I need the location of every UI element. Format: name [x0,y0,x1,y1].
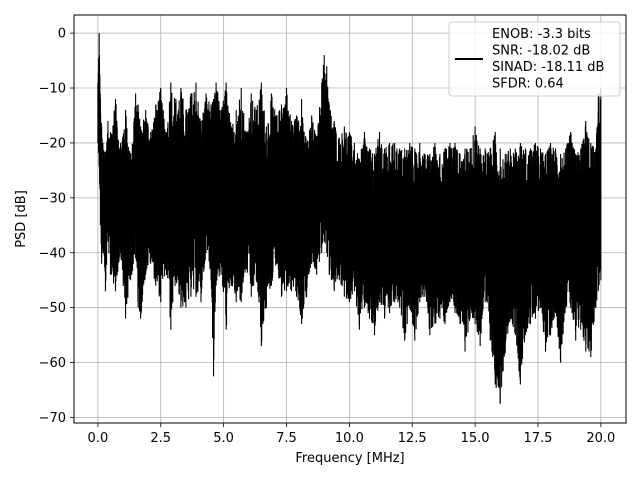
x-tick-label: 10.0 [335,431,364,446]
y-tick-label: −60 [39,356,66,371]
x-tick-label: 5.0 [213,431,234,446]
plot-frame [73,14,627,424]
x-tick-label: 0.0 [88,431,109,446]
x-tick-label: 15.0 [461,431,490,446]
y-tick-label: −30 [39,191,66,206]
x-tick-label: 17.5 [524,431,553,446]
y-tick-label: −70 [39,411,66,426]
y-tick-label: −20 [39,136,66,151]
axis-ticks: 0.0 2.5 5.0 7.5 10.0 12.5 15.0 17.5 20.0 0 −10 −20 −… [39,27,616,446]
x-tick-label: 2.5 [150,431,171,446]
x-tick-label: 12.5 [398,431,427,446]
x-tick-label: 20.0 [586,431,615,446]
y-tick-label: −10 [39,82,66,97]
x-tick-label: 7.5 [276,431,297,446]
y-tick-label: −50 [39,301,66,316]
x-axis-label: Frequency [MHz] [295,451,404,466]
psd-series [97,33,602,404]
legend-sinad-text: SINAD: -18.11 dB [492,60,604,75]
y-tick-label: 0 [58,27,66,42]
legend: ENOB: -3.3 bits SNR: -18.02 dB SINAD: -1… [448,21,621,97]
legend-sfdr-text: SFDR: 0.64 [492,77,564,92]
legend-box [448,21,621,97]
y-axis-label: PSD [dB] [14,190,29,248]
y-tick-label: −40 [39,246,66,261]
psd-trace-line [97,33,602,404]
legend-enob-text: ENOB: -3.3 bits [492,27,591,42]
legend-snr-text: SNR: -18.02 dB [492,44,590,59]
